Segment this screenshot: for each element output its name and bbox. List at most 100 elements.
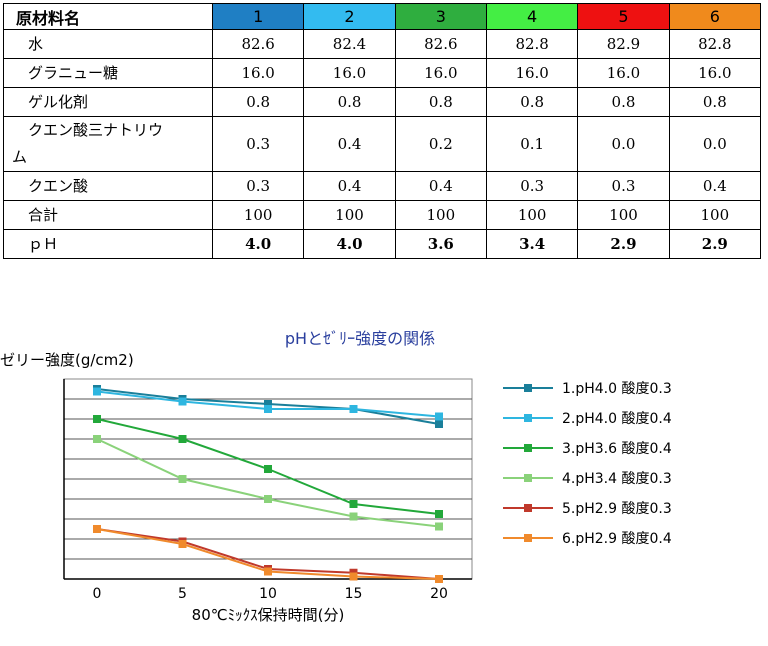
table-cell: 0.8 <box>211 87 305 117</box>
header-ingredient-name: 原材料名 <box>3 3 213 30</box>
table-cell: 82.6 <box>394 29 487 59</box>
table-cell: 0.2 <box>394 116 487 172</box>
table-cell: 100 <box>485 200 579 230</box>
table-cell: 16.0 <box>394 58 487 88</box>
header-col-1: 1 <box>211 3 305 30</box>
table-cell: 0.8 <box>303 87 396 117</box>
data-point <box>349 405 358 413</box>
data-point <box>349 500 358 508</box>
data-point <box>264 465 272 473</box>
header-col-6: 6 <box>668 3 762 30</box>
x-tick-label: 20 <box>430 586 448 602</box>
x-tick-label: 5 <box>178 586 187 602</box>
chart-title: pHとｾﾞﾘｰ強度の関係 <box>285 329 435 348</box>
table-row-citric-acid: クエン酸 0.3 0.4 0.4 0.3 0.3 0.4 <box>3 171 762 201</box>
legend-entry: 4.pH3.4 酸度0.3 <box>562 471 672 487</box>
data-point <box>93 415 101 423</box>
ingredient-name-line-1: クエン酸三ナトリウ <box>28 121 164 139</box>
y-axis-label: ゼリー強度(g/cm2) <box>0 351 134 369</box>
table-cell: 0.4 <box>668 171 762 201</box>
legend-marker <box>524 414 532 422</box>
ingredient-name: ｐＨ <box>3 229 213 259</box>
table-row-trisodium-citrate: クエン酸三ナトリウ ム 0.3 0.4 0.2 0.1 0.0 0.0 <box>3 116 762 172</box>
legend-entry: 6.pH2.9 酸度0.4 <box>562 531 672 547</box>
table-cell: 100 <box>577 200 670 230</box>
table-cell: 0.8 <box>668 87 762 117</box>
table-cell: 16.0 <box>668 58 762 88</box>
data-point <box>264 567 272 576</box>
table-cell: 3.6 <box>394 229 487 259</box>
table-row-ph: ｐＨ 4.0 4.0 3.6 3.4 2.9 2.9 <box>3 229 762 259</box>
table-cell: 82.8 <box>668 29 762 59</box>
ingredient-name-line-2: ム <box>12 148 28 166</box>
table-cell: 82.9 <box>577 29 670 59</box>
data-point <box>435 522 443 531</box>
table-cell: 0.3 <box>485 171 579 201</box>
table-cell: 0.4 <box>303 116 396 172</box>
legend-entry: 2.pH4.0 酸度0.4 <box>562 411 672 427</box>
table-cell: 82.6 <box>211 29 305 59</box>
table-cell: 0.4 <box>303 171 396 201</box>
table-cell: 0.0 <box>577 116 670 172</box>
x-tick-label: 10 <box>259 586 277 602</box>
table-row-sugar: グラニュー糖 16.0 16.0 16.0 16.0 16.0 16.0 <box>3 58 762 88</box>
table-cell: 82.8 <box>485 29 579 59</box>
table-cell: 100 <box>394 200 487 230</box>
data-point <box>349 512 358 521</box>
legend-marker <box>524 444 532 452</box>
table-cell: 2.9 <box>577 229 670 259</box>
header-col-2: 2 <box>303 3 396 30</box>
data-point <box>349 572 358 581</box>
table-cell: 0.8 <box>485 87 579 117</box>
table-cell: 4.0 <box>211 229 305 259</box>
table-row-gelling-agent: ゲル化剤 0.8 0.8 0.8 0.8 0.8 0.8 <box>3 87 762 117</box>
header-col-3: 3 <box>394 3 487 30</box>
data-point <box>264 400 272 408</box>
legend-marker <box>524 384 532 392</box>
data-point <box>435 510 443 518</box>
table-cell: 16.0 <box>211 58 305 88</box>
table-cell: 0.3 <box>577 171 670 201</box>
legend-marker <box>524 504 532 512</box>
ingredient-name: グラニュー糖 <box>3 58 213 88</box>
table-cell: 16.0 <box>577 58 670 88</box>
table-cell: 0.3 <box>211 116 305 172</box>
data-point <box>178 540 187 548</box>
data-point <box>435 420 443 428</box>
data-point <box>264 495 272 503</box>
data-point <box>93 525 101 533</box>
table-cell: 0.3 <box>211 171 305 201</box>
recipe-table: 原材料名 1 2 3 4 5 6 水 82.6 82.4 82.6 82.8 8… <box>3 3 762 259</box>
legend-entry: 5.pH2.9 酸度0.3 <box>562 501 672 517</box>
ingredient-name: ゲル化剤 <box>3 87 213 117</box>
ph-jelly-strength-chart: 0 5 10 15 20 pHとｾﾞﾘｰ強度の関係 ゼリー強度(g/cm2) 80℃ﾐｯｸｽ保… <box>0 318 768 638</box>
table-cell: 4.0 <box>303 229 396 259</box>
table-cell: 3.4 <box>485 229 579 259</box>
x-tick-label: 15 <box>345 586 363 602</box>
table-row-water: 水 82.6 82.4 82.6 82.8 82.9 82.8 <box>3 29 762 59</box>
data-point <box>435 412 443 421</box>
data-point <box>178 435 187 443</box>
data-point <box>435 575 443 583</box>
legend-entry: 3.pH3.6 酸度0.4 <box>562 441 672 457</box>
x-axis-label: 80℃ﾐｯｸｽ保持時間(分) <box>192 606 345 624</box>
ingredient-name: 合計 <box>3 200 213 230</box>
table-row-total: 合計 100 100 100 100 100 100 <box>3 200 762 230</box>
data-point <box>264 405 272 413</box>
header-col-4: 4 <box>485 3 579 30</box>
legend-marker <box>524 534 532 542</box>
table-cell: 82.4 <box>303 29 396 59</box>
table-cell: 0.1 <box>485 116 579 172</box>
table-cell: 100 <box>668 200 762 230</box>
legend-marker <box>524 474 532 482</box>
table-cell: 100 <box>303 200 396 230</box>
ingredient-name: クエン酸三ナトリウ ム <box>3 116 213 172</box>
header-col-5: 5 <box>577 3 670 30</box>
legend-entry: 1.pH4.0 酸度0.3 <box>562 381 672 397</box>
table-cell: 16.0 <box>485 58 579 88</box>
table-header-row: 原材料名 1 2 3 4 5 6 <box>3 3 762 30</box>
table-cell: 0.0 <box>668 116 762 172</box>
data-point <box>178 397 187 406</box>
ingredient-name: クエン酸 <box>3 171 213 201</box>
